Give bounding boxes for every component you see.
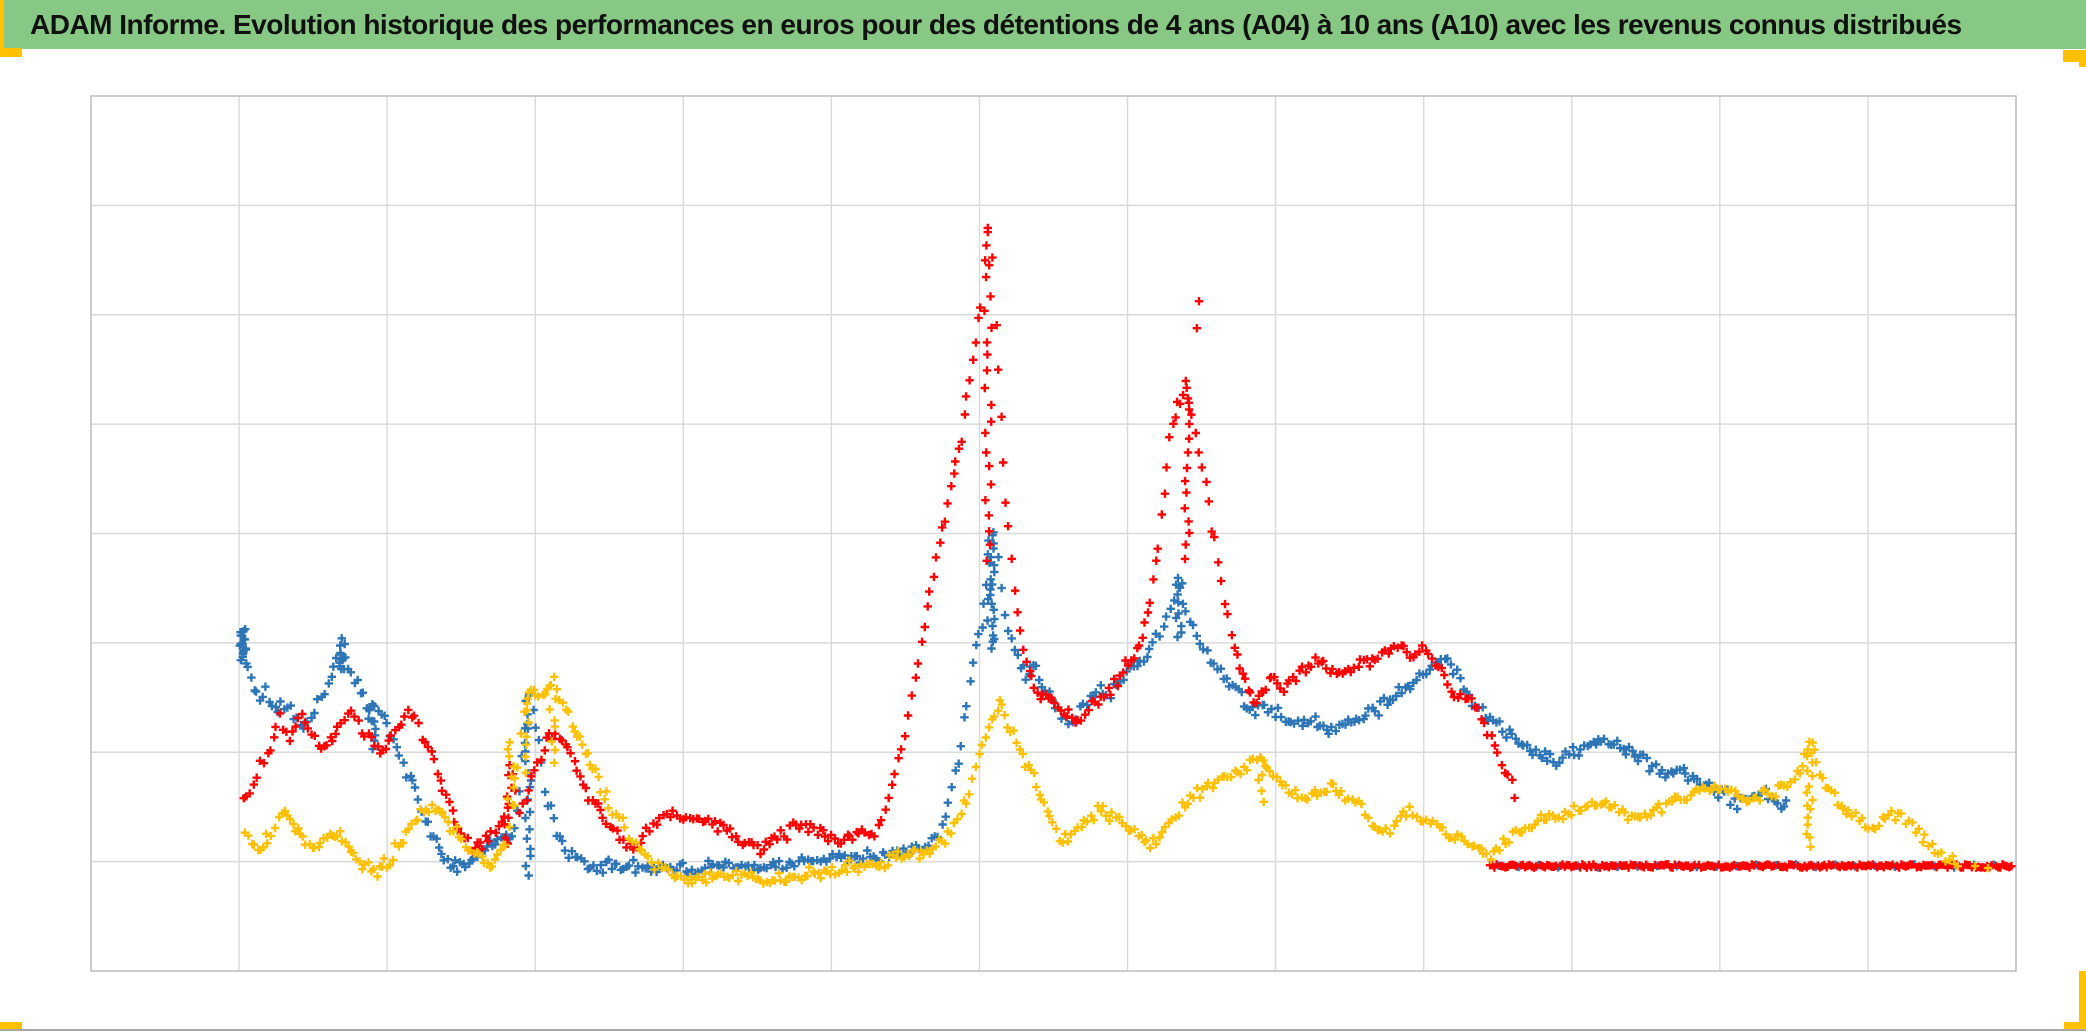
left-edge-accent <box>0 0 4 54</box>
accent-bottom-right-vertical <box>2079 971 2086 1031</box>
accent-top-left <box>0 48 22 57</box>
bottom-border-line <box>0 1029 2086 1031</box>
scatter-series <box>235 223 2016 888</box>
accent-top-right-vertical <box>2079 50 2086 67</box>
gridlines <box>90 95 2017 972</box>
accent-bottom-right <box>2064 1022 2086 1031</box>
accent-bottom-left <box>0 1022 22 1031</box>
header-title: ADAM Informe. Evolution historique des p… <box>30 8 1962 40</box>
header-bar: ADAM Informe. Evolution historique des p… <box>0 0 2086 49</box>
